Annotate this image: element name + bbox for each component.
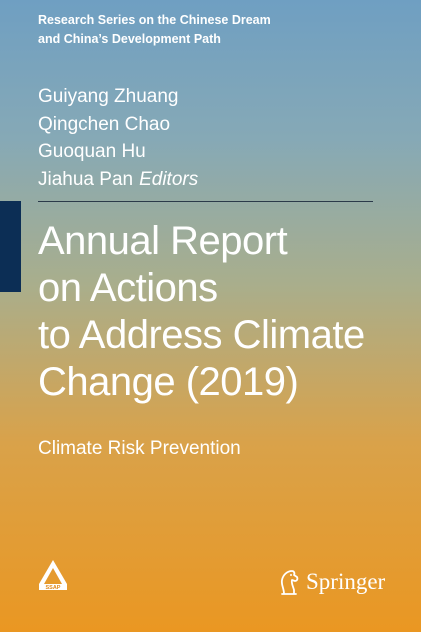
editors-role-label: Editors [139,168,199,190]
springer-logo: Springer [276,568,385,596]
editor-name: Jiahua Pan [38,168,134,190]
springer-knight-icon [280,570,299,595]
editor-name: Guoquan Hu [38,141,146,162]
title-line: to Address Climate [38,313,365,357]
title-line: on Actions [38,266,218,310]
ssap-logo: SSAP [39,560,67,591]
editors-list: Guiyang Zhuang Qingchen Chao Guoquan Hu … [38,83,198,193]
book-title: Annual Report on Actions to Address Clim… [38,218,365,406]
series-line-2: and China’s Development Path [38,32,221,46]
springer-wordmark: Springer [306,569,386,594]
title-line: Change (2019) [38,360,299,404]
series-line-1: Research Series on the Chinese Dream [38,13,271,27]
editor-name: Qingchen Chao [38,113,171,135]
divider-rule [38,201,373,202]
accent-bar [0,201,21,292]
title-line: Annual Report [38,219,288,263]
book-subtitle: Climate Risk Prevention [38,438,241,459]
ssap-logo-text: SSAP [46,585,61,591]
series-title: Research Series on the Chinese Dream and… [38,11,271,49]
editor-name: Guiyang Zhuang [38,86,179,107]
editor-name-last: Jiahua Pan Editors [38,166,198,194]
